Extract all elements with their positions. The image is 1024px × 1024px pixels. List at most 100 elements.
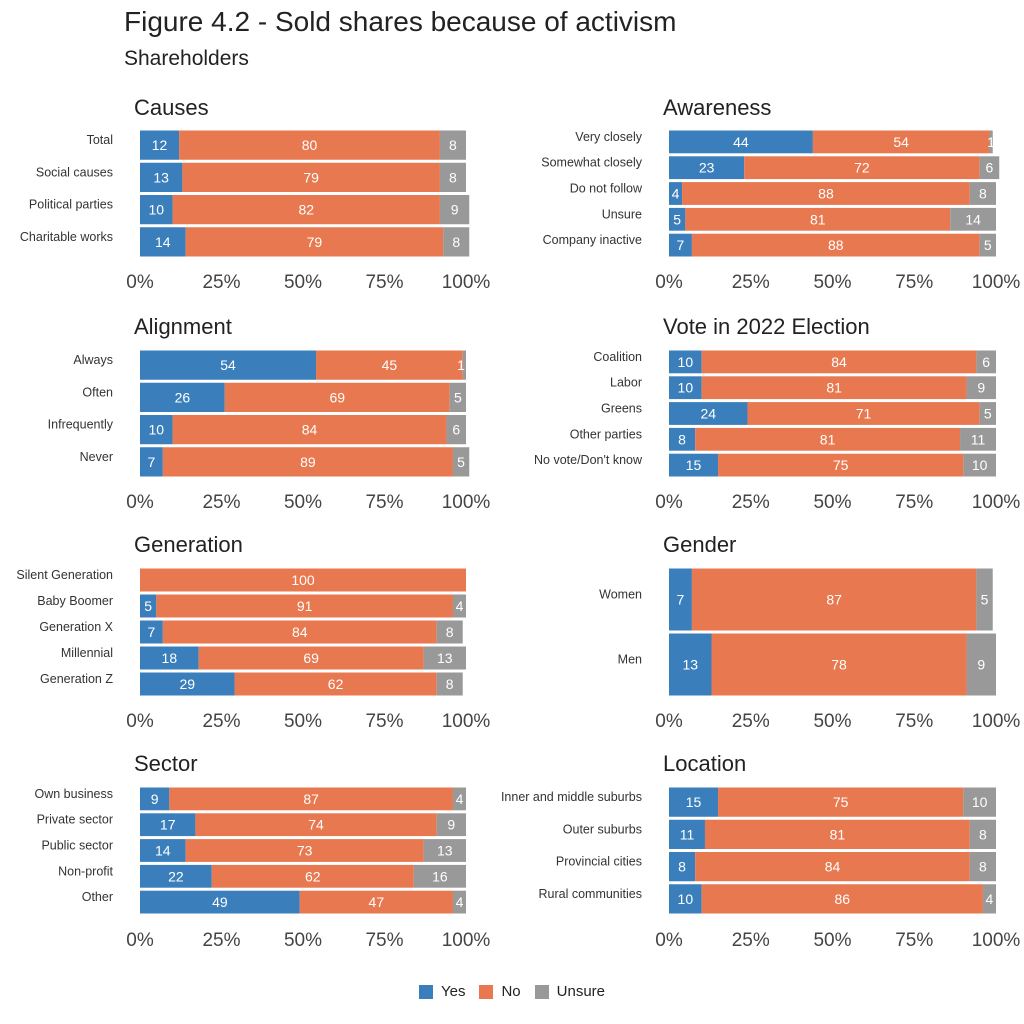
data-label: 73 [297,843,313,859]
bar-segment-yes [140,890,300,914]
data-label: 4 [672,186,680,202]
bar-segment-yes [669,182,683,205]
category-label: Infrequently [48,418,114,432]
bar-segment-yes [669,130,813,154]
x-tick-label: 75% [365,930,403,951]
data-label: 26 [175,389,191,405]
data-label: 84 [292,624,308,640]
bar-segment-unsure [966,633,996,696]
x-tick-label: 75% [365,272,403,293]
data-label: 14 [155,843,171,859]
data-label: 15 [686,457,702,473]
data-label: 8 [449,137,457,153]
chart-panel-5: Gender Women 7 87 5 Men 13 78 9 0% 25% 50% 75% 100% [599,532,1020,732]
data-label: 9 [977,380,985,396]
data-label: 9 [977,657,985,673]
x-tick-label: 0% [126,272,154,293]
x-tick-label: 75% [895,492,933,513]
bar-segment-unsure [963,453,996,477]
bar-segment-unsure [966,376,996,400]
x-tick-label: 25% [732,711,770,732]
bar-segment-unsure [452,787,466,811]
category-label: Always [73,353,113,367]
x-tick-label: 50% [284,711,322,732]
data-label: 5 [984,237,992,253]
chart-title: Sector [134,751,198,776]
data-label: 88 [828,237,844,253]
bar-segment-yes [140,839,186,862]
x-tick-label: 0% [655,272,683,293]
chart-title: Causes [134,95,209,120]
bar-segment-yes [140,447,163,477]
x-tick-label: 25% [732,930,770,951]
x-tick-label: 50% [813,492,851,513]
data-label: 4 [986,891,994,907]
data-label: 7 [148,454,156,470]
x-tick-label: 0% [655,930,683,951]
bar-segment-yes [669,156,745,180]
data-label: 13 [437,843,453,859]
data-label: 5 [457,454,465,470]
bar-segment-yes [669,884,702,914]
data-label: 8 [979,186,987,202]
chart-panel-2: Alignment Always 54 45 1 Often 26 69 5 Infrequent… [48,314,491,513]
bar-segment-unsure [989,130,993,154]
data-label: 13 [153,169,169,185]
category-label: Very closely [575,130,642,144]
bar-segment-unsure [439,162,466,192]
bar-segment-no [718,787,964,817]
x-tick-label: 50% [813,930,851,951]
x-tick-label: 25% [202,272,240,293]
category-label: Private sector [37,813,113,827]
x-tick-label: 100% [442,492,491,513]
data-label: 86 [835,891,851,907]
bar-segment-yes [669,402,748,425]
data-label: 22 [168,868,184,884]
bar-segment-no [695,852,970,882]
chart-title: Awareness [663,95,771,120]
bar-segment-unsure [443,227,470,257]
data-label: 79 [303,169,319,185]
x-tick-label: 50% [813,272,851,293]
data-label: 10 [972,457,988,473]
legend-label-unsure: Unsure [556,983,606,1000]
bar-segment-unsure [439,195,470,225]
bar-segment-unsure [976,350,996,374]
chart-panel-6: Sector Own business 9 87 4 Private sector 17 74… [34,751,490,951]
data-label: 9 [447,817,455,833]
data-label: 10 [678,891,694,907]
chart-title: Location [663,751,746,776]
bar-segment-no [299,890,453,914]
legend: Yes No Unsure [0,983,1024,1000]
data-label: 14 [155,234,171,250]
data-label: 62 [305,868,321,884]
bar-segment-unsure [462,350,466,380]
data-label: 47 [369,894,385,910]
category-label: Unsure [602,207,642,221]
category-label: Company inactive [543,233,642,247]
x-tick-label: 50% [284,272,322,293]
data-label: 7 [677,592,685,608]
data-label: 8 [446,676,454,692]
category-label: Inner and middle suburbs [501,790,642,804]
bar-segment-unsure [413,864,466,888]
bar-segment-yes [669,453,719,477]
bar-segment-unsure [452,890,466,914]
bar-segment-no [169,787,453,811]
data-label: 89 [300,454,316,470]
bar-segment-unsure [436,813,466,837]
data-label: 12 [152,137,168,153]
bar-segment-yes [669,207,686,231]
category-label: Charitable works [20,230,113,244]
bar-segment-yes [140,162,183,192]
category-label: Political parties [29,198,113,212]
legend-swatch-yes [418,984,433,999]
bar-segment-yes [140,646,199,670]
bar-segment-no [162,447,453,477]
bar-segment-yes [140,594,157,618]
bar-segment-unsure [950,207,996,231]
bar-segment-no [172,195,440,225]
category-label: Non-profit [58,864,113,878]
category-label: Millennial [61,646,113,660]
